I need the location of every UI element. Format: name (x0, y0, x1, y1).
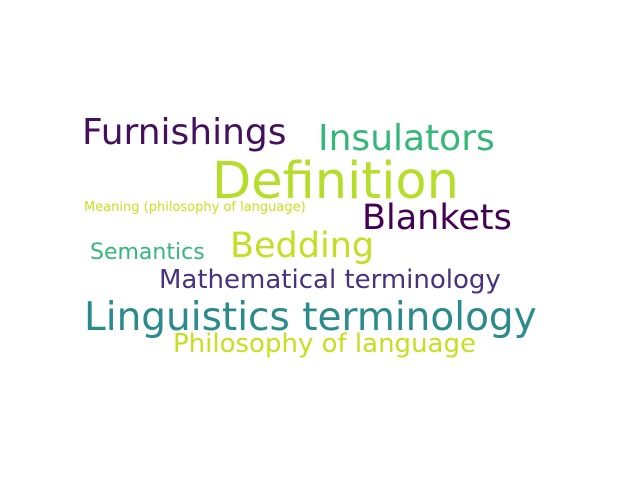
word-blankets: Blankets (362, 198, 512, 238)
word-meaning-philosophy-of-language: Meaning (philosophy of language) (84, 200, 306, 215)
word-bedding: Bedding (230, 226, 375, 266)
word-linguistics-terminology: Linguistics terminology (84, 295, 537, 340)
word-definition: Definition (212, 152, 459, 211)
word-mathematical-terminology: Mathematical terminology (159, 265, 501, 295)
word-furnishings: Furnishings (82, 112, 287, 153)
word-insulators: Insulators (318, 118, 495, 159)
word-semantics: Semantics (90, 240, 205, 265)
word-philosophy-of-language: Philosophy of language (173, 329, 476, 359)
